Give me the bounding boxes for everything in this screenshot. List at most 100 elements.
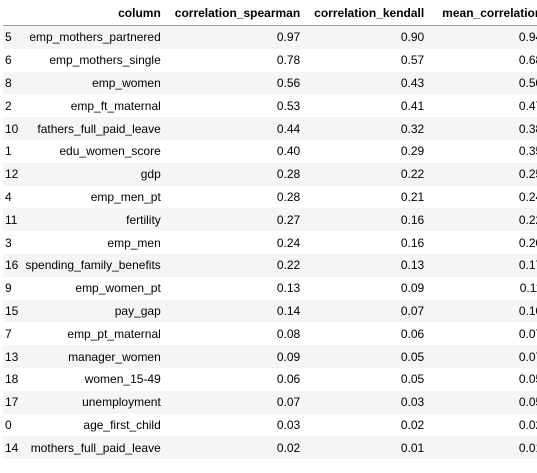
cell-correlation-kendall: 0.32 <box>400 121 425 136</box>
cell-column: women_15-49 <box>84 372 161 387</box>
cell-column: emp_ft_maternal <box>70 98 161 113</box>
cell-correlation-kendall: 0.02 <box>400 417 425 432</box>
index-column-header <box>3 1 19 26</box>
cell-mean-correlation: 0.01 <box>518 440 537 455</box>
cell-column: emp_men <box>107 235 161 250</box>
row-index: 17 <box>5 395 19 410</box>
cell-correlation-kendall: 0.05 <box>400 372 425 387</box>
cell-mean-correlation: 0.35 <box>518 144 537 159</box>
cell-correlation-spearman: 0.22 <box>276 258 301 273</box>
cell-mean-correlation: 0.07 <box>518 349 537 364</box>
cell-correlation-spearman: 0.07 <box>276 395 301 410</box>
table-row: 3 emp_men 0.24 0.16 0.20 <box>3 231 537 254</box>
row-index: 0 <box>5 417 12 432</box>
cell-correlation-kendall: 0.90 <box>400 30 425 45</box>
cell-mean-correlation: 0.68 <box>518 53 537 68</box>
cell-mean-correlation: 0.02 <box>518 417 537 432</box>
row-index: 13 <box>5 349 19 364</box>
table-row: 2 emp_ft_maternal 0.53 0.41 0.47 <box>3 94 537 118</box>
cell-mean-correlation: 0.22 <box>518 212 537 227</box>
cell-mean-correlation: 0.24 <box>518 189 537 204</box>
correlation-table: column correlation_spearman correlation_… <box>3 1 537 460</box>
table-row: 11 fertility 0.27 0.16 0.22 <box>3 208 537 232</box>
cell-column: mothers_full_paid_leave <box>30 440 161 455</box>
cell-mean-correlation: 0.50 <box>518 75 537 90</box>
cell-correlation-kendall: 0.05 <box>400 349 425 364</box>
table-row: 12 gdp 0.28 0.22 0.25 <box>3 162 537 186</box>
table-row: 4 emp_men_pt 0.28 0.21 0.24 <box>3 185 537 209</box>
table-row: 1 edu_women_score 0.40 0.29 0.35 <box>3 139 537 163</box>
cell-column: emp_men_pt <box>90 189 161 204</box>
cell-correlation-kendall: 0.41 <box>400 98 425 113</box>
row-index: 4 <box>5 189 12 204</box>
cell-correlation-spearman: 0.40 <box>276 144 301 159</box>
cell-correlation-spearman: 0.53 <box>276 98 301 113</box>
table-row: 10 fathers_full_paid_leave 0.44 0.32 0.38 <box>3 117 537 140</box>
cell-column: emp_mothers_single <box>49 53 161 68</box>
column-header-column: column <box>18 1 168 26</box>
row-index: 18 <box>5 372 19 387</box>
cell-mean-correlation: 0.07 <box>518 326 537 341</box>
row-index: 1 <box>5 144 12 159</box>
cell-correlation-spearman: 0.97 <box>276 30 301 45</box>
row-index: 9 <box>5 281 12 296</box>
table-row: 6 emp_mothers_single 0.78 0.57 0.68 <box>3 48 537 72</box>
table-row: 14 mothers_full_paid_leave 0.02 0.01 0.01 <box>3 436 537 460</box>
cell-mean-correlation: 0.17 <box>518 258 537 273</box>
cell-column: age_first_child <box>83 417 161 432</box>
row-index: 10 <box>5 121 19 136</box>
table-row: 13 manager_women 0.09 0.05 0.07 <box>3 345 537 368</box>
cell-correlation-spearman: 0.24 <box>276 235 301 250</box>
cell-mean-correlation: 0.94 <box>518 30 537 45</box>
cell-column: emp_mothers_partnered <box>29 30 161 45</box>
table-row: 18 women_15-49 0.06 0.05 0.05 <box>3 367 537 391</box>
cell-column: unemployment <box>82 395 161 410</box>
cell-correlation-kendall: 0.01 <box>400 440 425 455</box>
table-header: column correlation_spearman correlation_… <box>3 1 537 26</box>
cell-correlation-kendall: 0.29 <box>400 144 425 159</box>
table-row: 16 spending_family_benefits 0.22 0.13 0.17 <box>3 253 537 277</box>
row-index: 11 <box>5 212 18 227</box>
cell-mean-correlation: 0.25 <box>518 167 537 182</box>
column-header-correlation-spearman: correlation_spearman <box>167 1 308 26</box>
cell-correlation-kendall: 0.16 <box>400 212 425 227</box>
cell-mean-correlation: 0.47 <box>518 98 537 113</box>
table-row: 8 emp_women 0.56 0.43 0.50 <box>3 71 537 95</box>
row-index: 5 <box>5 30 12 45</box>
cell-mean-correlation: 0.38 <box>518 121 537 136</box>
cell-correlation-kendall: 0.13 <box>400 258 425 273</box>
cell-correlation-kendall: 0.57 <box>400 53 425 68</box>
cell-correlation-spearman: 0.78 <box>276 53 301 68</box>
cell-column: spending_family_benefits <box>25 258 161 273</box>
cell-mean-correlation: 0.20 <box>518 235 537 250</box>
cell-correlation-spearman: 0.44 <box>276 121 301 136</box>
cell-correlation-spearman: 0.28 <box>276 189 301 204</box>
cell-column: edu_women_score <box>59 144 161 159</box>
table-body: 5 emp_mothers_partnered 0.97 0.90 0.94 6 emp_m… <box>3 25 537 460</box>
cell-column: emp_pt_maternal <box>67 326 161 341</box>
table-row: 17 unemployment 0.07 0.03 0.05 <box>3 390 537 414</box>
row-index: 16 <box>5 258 19 273</box>
cell-correlation-spearman: 0.08 <box>276 326 301 341</box>
cell-column: gdp <box>140 167 161 182</box>
cell-column: emp_women <box>92 75 161 90</box>
row-index: 2 <box>5 98 12 113</box>
table-row: 15 pay_gap 0.14 0.07 0.10 <box>3 299 537 323</box>
table-row: 5 emp_mothers_partnered 0.97 0.90 0.94 <box>3 25 537 49</box>
row-index: 7 <box>5 326 12 341</box>
row-index: 8 <box>5 75 12 90</box>
cell-correlation-kendall: 0.43 <box>400 75 425 90</box>
cell-correlation-spearman: 0.13 <box>276 281 301 296</box>
row-index: 15 <box>5 303 19 318</box>
cell-correlation-kendall: 0.21 <box>400 189 425 204</box>
table-row: 9 emp_women_pt 0.13 0.09 0.11 <box>3 276 537 300</box>
cell-correlation-spearman: 0.27 <box>276 212 301 227</box>
cell-correlation-spearman: 0.56 <box>276 75 301 90</box>
cell-mean-correlation: 0.10 <box>518 303 537 318</box>
cell-correlation-kendall: 0.06 <box>400 326 425 341</box>
cell-correlation-kendall: 0.07 <box>400 303 425 318</box>
row-index: 3 <box>5 235 12 250</box>
cell-column: fertility <box>126 212 161 227</box>
column-header-mean-correlation: mean_correlation <box>431 1 537 26</box>
